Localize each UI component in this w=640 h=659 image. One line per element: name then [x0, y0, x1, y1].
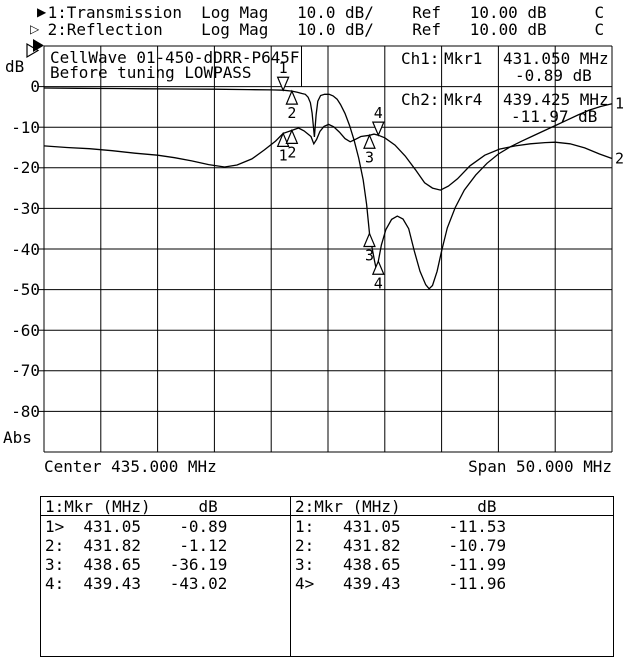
ch1-readout-frequency: 431.050 MHz: [503, 49, 609, 68]
trace-1-end-label: 1: [615, 95, 624, 113]
marker-4-label: 4: [374, 274, 383, 292]
marker-table-ch2: 2:Mkr (MHz) dB 1: 431.05 -11.53 2: 431.82…: [290, 496, 614, 657]
marker-2-label: 2: [287, 104, 296, 122]
trace-2-end-label: 2: [615, 149, 624, 167]
ch1-readout-marker: Mkr1: [444, 49, 483, 68]
ch1-ref-level-pointer-icon: [33, 39, 44, 52]
table-header-divider: [291, 515, 613, 516]
marker-table-ch1: 1:Mkr (MHz) dB 1> 431.05 -0.89 2: 431.82 …: [40, 496, 291, 657]
graph-title-line2: Before tuning LOWPASS: [50, 63, 252, 82]
span-label: Span 50.000 MHz: [468, 457, 612, 476]
ch2-readout-marker: Mkr4: [444, 90, 483, 109]
channel1-header-line: 1:Transmission Log Mag 10.0 dB/ Ref 10.0…: [47, 3, 605, 22]
marker-4-label: 4: [374, 104, 383, 122]
graph-title-line1: CellWave 01-450-dDRR-P645F: [50, 48, 300, 67]
y-axis-tick-label: -30: [11, 198, 40, 218]
marker-2-triangle-icon: [285, 89, 299, 105]
marker-1-triangle-icon: [276, 76, 290, 92]
marker-1-label: 1: [279, 146, 288, 164]
marker-table-row: 1> 431.05 -0.89: [45, 516, 228, 536]
y-axis-tick-label: -70: [11, 361, 40, 381]
y-axis-tick-label: -60: [11, 320, 40, 340]
ch2-readout-frequency: 439.425 MHz: [503, 90, 609, 109]
marker-table-row: 1: 431.05 -11.53: [295, 516, 507, 536]
center-frequency-label: Center 435.000 MHz: [44, 457, 217, 476]
marker-table-row: 2: 431.82 -10.79: [295, 535, 507, 555]
channel2-pointer-icon: ▷: [30, 22, 40, 36]
channel1-active-pointer-icon: ▶: [37, 5, 47, 19]
marker-2-triangle-icon: [285, 128, 299, 145]
marker-table-row: 2: 431.82 -1.12: [45, 535, 228, 555]
ch2-readout-level: -11.97 dB: [511, 107, 598, 126]
marker-table-ch1-header: 1:Mkr (MHz) dB: [45, 497, 218, 516]
trace-2: [43, 123, 613, 191]
marker-1-triangle-icon: [276, 131, 290, 148]
marker-3-triangle-icon: [363, 133, 376, 149]
marker-2-label: 2: [287, 143, 296, 161]
ch2-readout-channel: Ch2:: [401, 90, 440, 109]
channel2-header-line: 2:Reflection Log Mag 10.0 dB/ Ref 10.00 …: [47, 20, 605, 39]
ch1-readout-level: -0.89 dB: [515, 66, 592, 85]
y-axis-tick-label: -50: [11, 280, 40, 300]
y-axis-tick-label: -80: [11, 401, 40, 421]
marker-4-triangle-icon: [371, 121, 385, 137]
marker-4-triangle-icon: [371, 259, 385, 275]
marker-3-label: 3: [365, 148, 374, 166]
marker-table-ch2-header: 2:Mkr (MHz) dB: [295, 497, 497, 516]
marker-table-row: 3: 438.65 -36.19: [45, 555, 228, 575]
y-axis-mode-label: Abs: [3, 428, 32, 447]
y-axis-unit-label: dB: [5, 57, 25, 76]
y-axis-tick-label: -20: [11, 158, 40, 178]
y-axis-tick-label: -10: [11, 117, 40, 137]
ch1-readout-channel: Ch1:: [401, 49, 440, 68]
table-header-divider: [41, 515, 290, 516]
marker-table-row: 3: 438.65 -11.99: [295, 555, 507, 575]
marker-3-label: 3: [365, 247, 374, 265]
marker-3-triangle-icon: [363, 231, 376, 248]
ch2-ref-level-pointer-icon: [26, 42, 40, 59]
y-axis-tick-label: 0: [30, 77, 40, 97]
marker-table-row: 4: 439.43 -43.02: [45, 574, 228, 594]
y-axis-tick-label: -40: [11, 239, 40, 259]
marker-table-row: 4> 439.43 -11.96: [295, 574, 507, 594]
